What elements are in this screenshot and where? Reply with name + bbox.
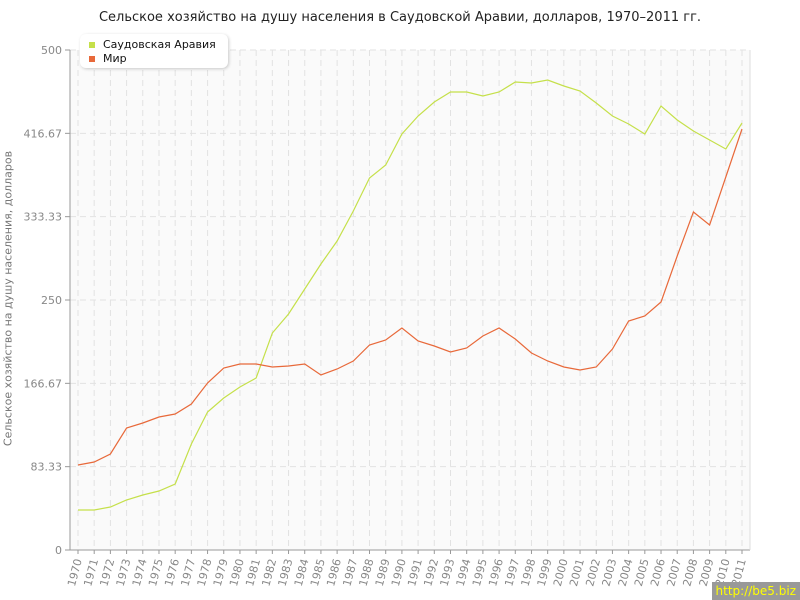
legend-label: Мир — [103, 52, 127, 65]
series-line-world — [77, 128, 743, 466]
legend-swatch-world — [89, 55, 95, 62]
legend-item-saudi[interactable]: Саудовская Аравия — [89, 38, 216, 51]
y-tick-label: 250 — [41, 294, 62, 307]
y-tick-label: 166.67 — [24, 377, 63, 390]
watermark[interactable]: http://be5.biz — [711, 582, 800, 600]
legend-item-world[interactable]: Мир — [89, 52, 127, 65]
legend-label: Саудовская Аравия — [103, 38, 216, 51]
y-tick-label: 333.33 — [24, 211, 63, 224]
series-line-saudi-arabia — [78, 79, 743, 511]
legend-swatch-saudi — [89, 41, 95, 48]
y-tick-label: 500 — [41, 44, 62, 57]
y-tick-label: 83.33 — [31, 461, 63, 474]
legend: Саудовская Аравия Мир — [80, 34, 228, 68]
chart-title: Сельское хозяйство на душу населения в С… — [98, 10, 702, 25]
y-tick-label: 0 — [55, 544, 62, 557]
y-tick-label: 416.67 — [24, 127, 63, 140]
